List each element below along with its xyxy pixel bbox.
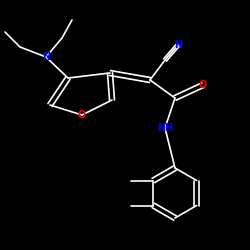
Text: O: O [78, 110, 86, 120]
Text: O: O [199, 80, 207, 90]
Text: NH: NH [157, 123, 173, 133]
Text: N: N [42, 52, 50, 62]
Text: N: N [174, 40, 182, 50]
